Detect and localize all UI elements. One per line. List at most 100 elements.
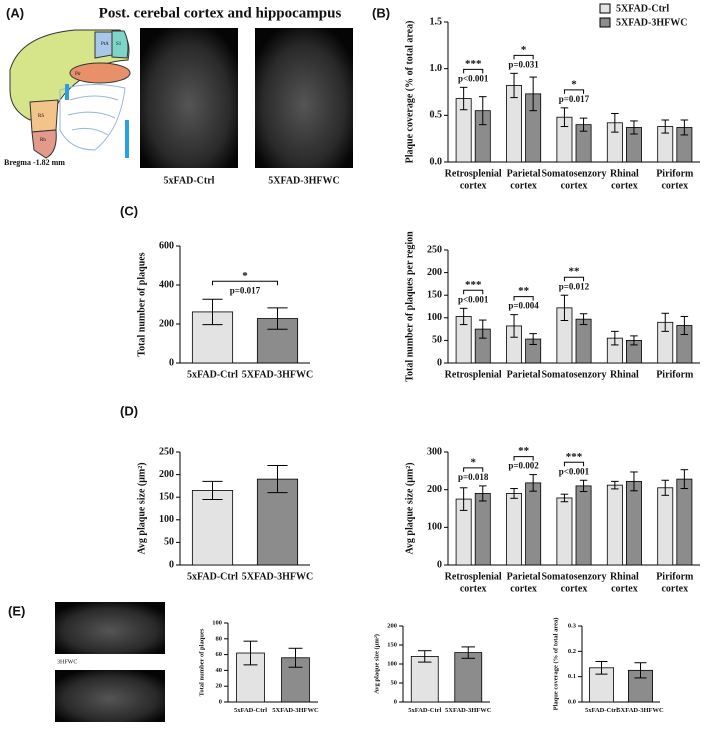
region-label: RS: [38, 114, 44, 119]
x-tick-label: cortex: [661, 583, 688, 594]
x-tick-label: Somatosenzory: [542, 168, 607, 179]
y-axis-label: Total number of plaques: [136, 252, 147, 356]
y-tick-label: 80: [216, 635, 223, 642]
x-tick-label: 5xFAD-Ctrl: [234, 707, 267, 714]
y-tick-label: 0: [169, 357, 174, 368]
error-bar: [595, 660, 608, 675]
image-label: 3HFWC: [57, 659, 77, 665]
y-tick-label: 150: [159, 491, 174, 502]
bar: [525, 482, 542, 566]
error-bar: [611, 480, 619, 490]
error-bar: [478, 96, 487, 126]
x-tick-label: cortex: [611, 583, 638, 594]
y-axis-label: Total number of plaques per region: [404, 231, 415, 382]
y-tick-label: 100: [427, 312, 442, 323]
error-bar: [579, 479, 588, 493]
error-bar: [288, 647, 303, 668]
significance-stars: ***: [566, 451, 583, 463]
error-bar: [630, 471, 638, 492]
x-tick-label: cortex: [510, 583, 537, 594]
significance-bracket: [212, 280, 278, 286]
y-tick-label: 1.5: [430, 16, 443, 27]
error-bar: [579, 313, 588, 326]
p-value: p<0.001: [559, 466, 590, 476]
y-tick-label: 200: [159, 469, 174, 480]
x-tick-label: cortex: [510, 180, 537, 191]
x-tick-label: 5XFAD-3HFWC: [272, 707, 319, 714]
p-value: p=0.004: [508, 301, 539, 311]
y-tick-label: 50: [391, 679, 398, 686]
error-bar: [560, 107, 569, 128]
x-tick-label: 5XFAD-3HFWC: [617, 707, 664, 714]
significance-stars: *: [242, 270, 248, 282]
error-bar: [529, 76, 537, 112]
y-tick-label: 200: [427, 484, 442, 495]
error-bar: [630, 120, 638, 135]
legend-swatch: [599, 17, 611, 28]
error-bar: [510, 314, 518, 338]
y-tick-label: 50: [164, 537, 174, 548]
error-bar: [579, 117, 588, 132]
bar: [676, 478, 693, 566]
legend-label: 5XFAD-Ctrl: [616, 3, 669, 14]
significance-stars: **: [518, 285, 530, 297]
y-tick-label: 300: [427, 446, 442, 457]
panel-label: (C): [120, 203, 138, 218]
region-label: S1: [116, 42, 122, 47]
bar: [556, 497, 573, 566]
significance-stars: ***: [465, 279, 482, 291]
significance-stars: *: [470, 456, 476, 468]
panel-label: (E): [8, 603, 25, 618]
y-tick-label: 200: [427, 267, 442, 278]
legend-swatch: [599, 3, 611, 14]
micrograph: [255, 28, 353, 168]
p-value: p=0.002: [508, 461, 539, 471]
x-tick-label: cortex: [460, 180, 487, 191]
significance-bracket: [513, 54, 534, 60]
y-tick-label: 60: [216, 651, 223, 658]
significance-stars: **: [569, 266, 581, 278]
significance-stars: **: [518, 445, 530, 457]
y-axis-label: Plaque coverage (% of total area): [552, 618, 559, 711]
bar: [575, 485, 592, 566]
error-bar: [634, 662, 647, 679]
y-tick-label: 0.5: [430, 110, 443, 121]
error-bar: [611, 330, 619, 346]
y-tick-label: 0.2: [568, 648, 576, 655]
x-tick-label: Rhinal: [610, 168, 639, 179]
y-tick-label: 150: [387, 641, 397, 648]
error-bar: [461, 646, 475, 659]
x-tick-label: Rhinal: [610, 369, 639, 380]
x-tick-label: cortex: [561, 583, 588, 594]
x-tick-label: 5XFAD-3HFWC: [242, 571, 313, 582]
error-bar: [680, 119, 689, 136]
significance-bracket: [463, 289, 484, 295]
panel-label: (D): [120, 403, 138, 418]
y-tick-label: 100: [212, 619, 222, 626]
micrograph: [55, 670, 165, 722]
p-value: p=0.018: [458, 472, 489, 482]
x-tick-label: Parietal: [507, 369, 541, 380]
brain-schematic: [9, 29, 131, 159]
region-label: Rh: [40, 138, 46, 143]
significance-bracket: [563, 461, 585, 467]
x-tick-label: 5XFAD-3HFWC: [242, 369, 313, 380]
bregma-label: Bregma -1.82 mm: [4, 158, 65, 167]
significance-bracket: [563, 89, 585, 94]
error-bar: [661, 119, 670, 134]
image-caption: 5xFAD-Ctrl: [164, 175, 215, 186]
x-tick-label: 5XFAD-3HFWC: [445, 707, 492, 714]
significance-stars: ***: [465, 58, 482, 70]
x-tick-label: Parietal: [507, 168, 541, 179]
y-tick-label: 0.3: [568, 622, 577, 629]
error-bar: [202, 480, 223, 500]
error-bar: [661, 479, 670, 496]
bar: [454, 652, 483, 703]
y-tick-label: 200: [387, 622, 397, 629]
x-tick-label: Retrosplenial: [445, 571, 502, 582]
y-tick-label: 0: [169, 559, 174, 570]
y-tick-label: 250: [427, 244, 442, 255]
y-tick-label: 20: [216, 683, 223, 690]
x-tick-label: cortex: [460, 583, 487, 594]
